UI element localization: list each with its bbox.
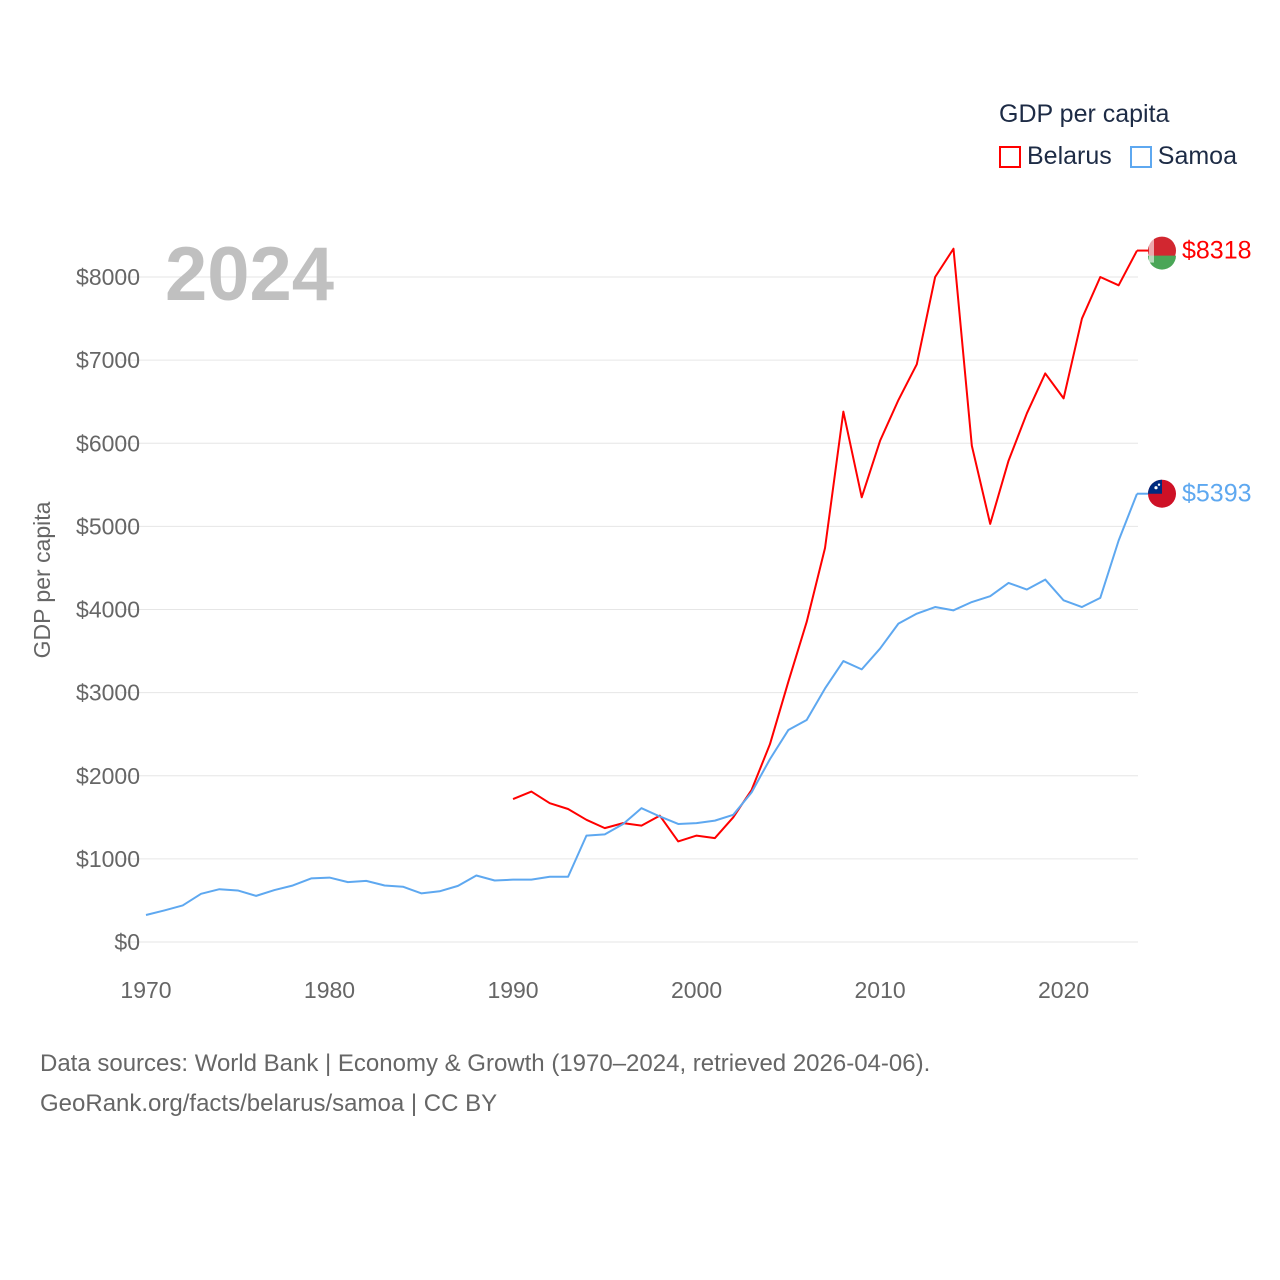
source-text: Data sources: World Bank | Economy & Gro… xyxy=(40,1050,931,1077)
legend-label-belarus: Belarus xyxy=(1027,142,1112,170)
x-tick-label: 1980 xyxy=(304,977,355,1003)
y-tick-label: $6000 xyxy=(76,430,140,456)
x-tick-label: 1990 xyxy=(487,977,538,1003)
legend-item-samoa[interactable]: Samoa xyxy=(1129,142,1237,171)
y-axis-label: GDP per capita xyxy=(29,501,55,658)
y-tick-label: $8000 xyxy=(76,264,140,290)
x-tick-label: 2020 xyxy=(1038,977,1089,1003)
legend-label-samoa: Samoa xyxy=(1157,142,1237,170)
series-line-samoa xyxy=(145,493,1138,916)
x-tick-label: 1970 xyxy=(120,977,171,1003)
year-label: 2024 xyxy=(165,232,334,317)
legend-swatch-belarus xyxy=(999,145,1021,168)
end-value-label: $8318 xyxy=(1182,237,1252,265)
y-tick-label: $4000 xyxy=(76,597,140,623)
series-line-belarus xyxy=(512,247,1138,843)
y-tick-label: $5000 xyxy=(76,513,140,539)
belarus-flag-icon xyxy=(1148,236,1176,270)
y-tick-label: $2000 xyxy=(76,763,140,789)
footer: Data sources: World Bank | Economy & Gro… xyxy=(40,1044,930,1124)
legend: Belarus Samoa xyxy=(999,142,1237,171)
flag-star xyxy=(1154,486,1158,490)
legend-title: GDP per capita xyxy=(999,100,1170,128)
legend-item-belarus[interactable]: Belarus xyxy=(999,142,1112,171)
flag-green xyxy=(1148,255,1176,270)
samoa-flag-icon xyxy=(1148,479,1176,508)
flag-ornament xyxy=(1149,238,1154,263)
y-tick-label: $7000 xyxy=(76,347,140,373)
x-tick-label: 2000 xyxy=(671,977,722,1003)
attribution-link[interactable]: GeoRank.org/facts/belarus/samoa | CC BY xyxy=(40,1090,498,1117)
flag-star xyxy=(1157,483,1161,486)
y-tick-label: $3000 xyxy=(76,680,140,706)
legend-swatch-samoa xyxy=(1129,145,1152,168)
y-tick-label: $1000 xyxy=(76,846,140,872)
end-value-label: $5393 xyxy=(1182,480,1252,508)
x-tick-label: 2010 xyxy=(854,977,905,1003)
y-tick-label: $0 xyxy=(114,929,140,955)
